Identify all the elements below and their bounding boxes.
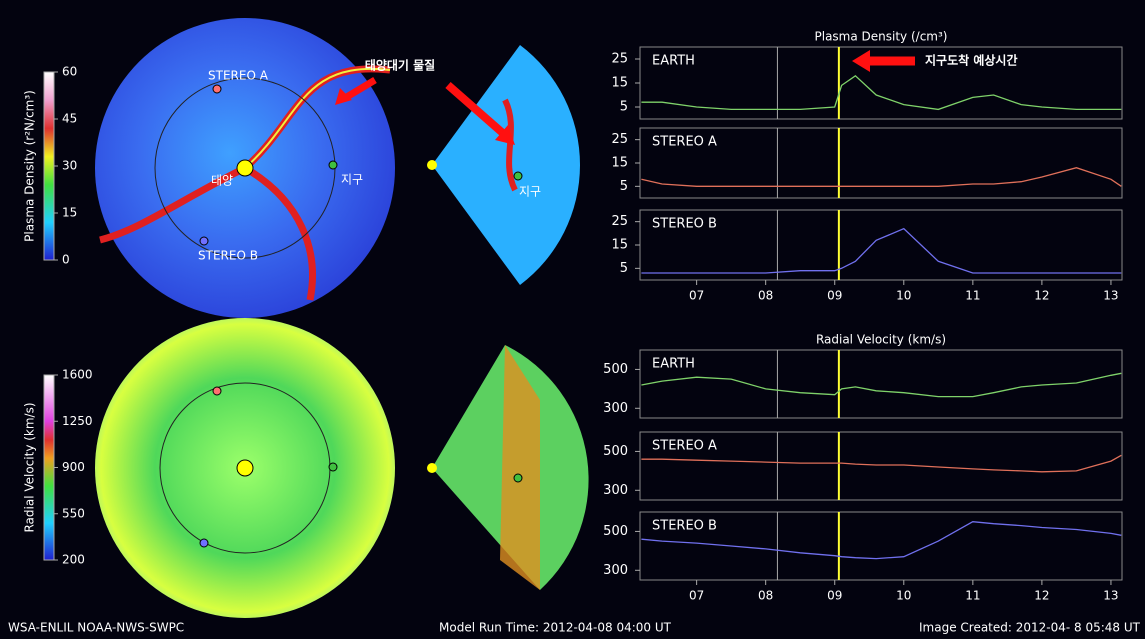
x-tick-label: 07 (689, 589, 704, 603)
series-name: STEREO A (652, 439, 717, 454)
velocity-wedge-hot (500, 345, 540, 590)
series-name: STEREO A (652, 135, 717, 150)
x-tick-label: 13 (1103, 289, 1118, 303)
label: 태양 (211, 174, 233, 188)
x-tick-label: 08 (758, 589, 773, 603)
earth-marker (328, 160, 338, 170)
footer-left: WSA-ENLIL NOAA-NWS-SWPC (8, 621, 184, 635)
colorbar-tick-label: 30 (62, 159, 77, 173)
plot-frame (639, 349, 1123, 419)
x-tick-label: 10 (896, 589, 911, 603)
x-tick-label: 11 (965, 589, 980, 603)
y-tick-label: 25 (611, 214, 628, 229)
series-name: STEREO B (652, 217, 717, 232)
label: 태양대기 물질 (365, 58, 435, 73)
arrow (445, 81, 508, 139)
series-line (641, 454, 1122, 473)
y-tick-label: 15 (611, 76, 628, 91)
colorbar-label: Radial Velocity (km/s) (23, 402, 37, 532)
series-line (641, 521, 1122, 560)
series-line (641, 167, 1122, 187)
colorbar-tick-label: 15 (62, 206, 77, 220)
colorbar-tick-label: 550 (62, 506, 85, 520)
y-tick-label: 300 (603, 401, 628, 416)
colorbar-tick-label: 45 (62, 112, 77, 126)
sun-marker (427, 463, 437, 473)
density-wedge (432, 45, 581, 285)
y-tick-label: 500 (603, 524, 628, 539)
stereo-a-marker (212, 386, 222, 396)
y-tick-label: 500 (603, 362, 628, 377)
y-tick-label: 300 (603, 483, 628, 498)
plot-frame (639, 511, 1123, 581)
colorbar (43, 374, 55, 561)
stereo-a-marker (212, 84, 222, 94)
y-tick-label: 300 (603, 563, 628, 578)
sun-marker (236, 159, 254, 177)
series-name: STEREO B (652, 519, 717, 534)
density-wedge-arm (502, 98, 518, 192)
footer-center: Model Run Time: 2012-04-08 04:00 UT (439, 621, 672, 635)
x-tick-label: 13 (1103, 589, 1118, 603)
colorbar-tick-label: 900 (62, 460, 85, 474)
y-tick-label: 25 (611, 52, 628, 67)
x-tick-label: 10 (896, 289, 911, 303)
arrow-head (335, 88, 352, 105)
colorbar-tick-label: 200 (62, 553, 85, 567)
earth-marker (328, 462, 338, 472)
label: 지구 (341, 173, 363, 187)
y-tick-label: 5 (620, 100, 628, 115)
series-line (641, 372, 1122, 398)
arrow-head (852, 50, 870, 72)
colorbar-tick-label: 60 (62, 65, 77, 79)
sun-marker (236, 459, 254, 477)
series-line (641, 227, 1122, 274)
colorbar (43, 71, 55, 261)
chart-title: Radial Velocity (km/s) (816, 333, 946, 347)
label: 지구 (519, 185, 541, 199)
stereo-b-marker (199, 538, 209, 548)
y-tick-label: 25 (611, 132, 628, 147)
y-tick-label: 15 (611, 156, 628, 171)
x-tick-label: 09 (827, 589, 842, 603)
colorbar-tick-label: 1600 (62, 368, 93, 382)
plot-frame (639, 431, 1123, 501)
y-tick-label: 500 (603, 444, 628, 459)
stereo-b-marker (199, 236, 209, 246)
series-name: EARTH (652, 54, 695, 69)
x-tick-label: 12 (1034, 589, 1049, 603)
arrow-head (495, 125, 515, 145)
footer-right: Image Created: 2012-04- 8 05:48 UT (919, 621, 1141, 635)
colorbar-tick-label: 0 (62, 253, 70, 267)
x-tick-label: 08 (758, 289, 773, 303)
label: STEREO A (208, 69, 269, 83)
x-tick-label: 11 (965, 289, 980, 303)
y-tick-label: 5 (620, 261, 628, 276)
label: STEREO B (198, 249, 258, 263)
series-line (641, 74, 1122, 111)
y-tick-label: 15 (611, 238, 628, 253)
x-tick-label: 12 (1034, 289, 1049, 303)
density-arm (244, 67, 391, 169)
colorbar-tick-label: 1250 (62, 414, 93, 428)
earth-marker (513, 171, 523, 181)
y-tick-label: 5 (620, 179, 628, 194)
chart-title: Plasma Density (/cm³) (815, 30, 948, 44)
earth-marker (513, 473, 523, 483)
x-tick-label: 07 (689, 289, 704, 303)
label: 지구도착 예상시간 (925, 53, 1018, 68)
arrow (343, 76, 377, 102)
x-tick-label: 09 (827, 289, 842, 303)
colorbar-label: Plasma Density (r²N/cm³) (23, 90, 37, 242)
series-name: EARTH (652, 357, 695, 372)
sun-marker (427, 160, 437, 170)
